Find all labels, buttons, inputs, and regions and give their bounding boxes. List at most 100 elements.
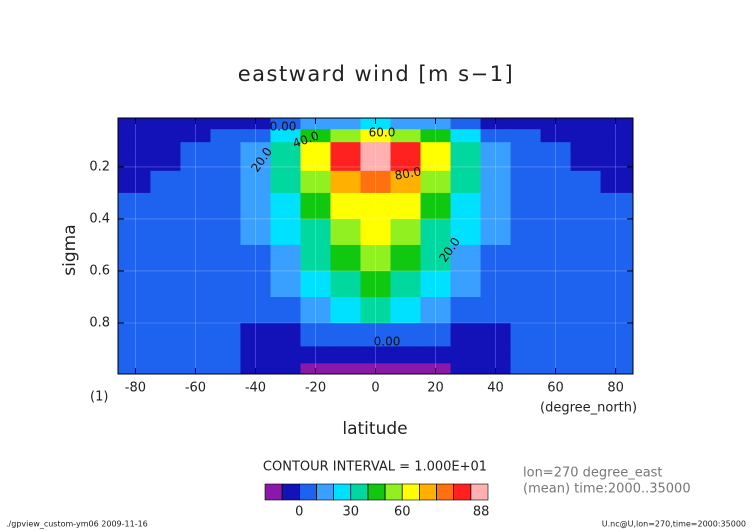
field-cell	[540, 155, 571, 172]
field-cell	[210, 170, 241, 194]
colorbar-tick-label: 60	[394, 505, 411, 520]
field-cell	[510, 129, 541, 143]
field-cell	[600, 218, 634, 246]
field-cell	[450, 118, 481, 130]
field-cell	[180, 244, 211, 272]
field-cell	[540, 192, 571, 220]
field-cell	[300, 270, 331, 298]
field-cell	[540, 270, 571, 298]
field-cell	[360, 244, 391, 272]
field-cell	[118, 323, 151, 347]
field-cell	[240, 346, 271, 364]
field-cell	[450, 323, 481, 347]
field-cell	[240, 218, 271, 246]
x-tick-label: -80	[125, 381, 146, 396]
field-cell	[480, 142, 511, 156]
field-cell	[270, 192, 301, 220]
field-cell	[450, 270, 481, 298]
field-cell	[570, 192, 601, 220]
field-cell	[118, 218, 151, 246]
field-cell	[480, 218, 511, 246]
field-cell	[240, 142, 271, 156]
field-cell	[270, 170, 301, 194]
field-cell	[330, 363, 361, 375]
field-cell	[330, 192, 361, 220]
field-cell	[480, 323, 511, 347]
field-cell	[330, 296, 361, 324]
field-cell	[210, 270, 241, 298]
field-cell	[300, 346, 331, 364]
colorbar-box	[333, 483, 352, 501]
field-cell	[600, 244, 634, 272]
field-cell	[240, 270, 271, 298]
field-cell	[210, 244, 241, 272]
field-cell	[330, 218, 361, 246]
field-cell	[330, 244, 361, 272]
field-cell	[600, 129, 634, 143]
field-cell	[480, 244, 511, 272]
field-cell	[150, 346, 181, 364]
field-cell	[600, 155, 634, 172]
field-cell	[270, 155, 301, 172]
colorbar-tick-label: 88	[473, 505, 490, 520]
field-cell	[150, 244, 181, 272]
field-cell	[330, 170, 361, 194]
field-cell	[480, 346, 511, 364]
field-cell	[600, 192, 634, 220]
field-cell	[210, 129, 241, 143]
field-cell	[330, 270, 361, 298]
field-cell	[450, 129, 481, 143]
field-cell	[420, 142, 451, 156]
field-cell	[540, 323, 571, 347]
field-cell	[570, 296, 601, 324]
colorbar-tick-label: 0	[295, 505, 303, 520]
field-cell	[270, 323, 301, 347]
field-cell	[600, 363, 634, 375]
field-cell	[118, 270, 151, 298]
field-cell	[180, 155, 211, 172]
field-cell	[570, 363, 601, 375]
field-cell	[150, 363, 181, 375]
field-cell	[450, 244, 481, 272]
field-cell	[270, 244, 301, 272]
field-cell	[210, 192, 241, 220]
field-cell	[450, 296, 481, 324]
info-line: lon=270 degree_east	[523, 466, 663, 481]
field-cell	[390, 155, 421, 172]
field-cell	[420, 244, 451, 272]
field-cell	[240, 323, 271, 347]
x-unit: (degree_north)	[540, 401, 637, 416]
field-cell	[480, 170, 511, 194]
field-cell	[600, 346, 634, 364]
field-cell	[118, 296, 151, 324]
field-cell	[330, 346, 361, 364]
field-cell	[240, 155, 271, 172]
field-cell	[540, 129, 571, 143]
field-cell	[330, 323, 361, 347]
field-cell	[210, 118, 241, 130]
field-cell	[150, 296, 181, 324]
field-cell	[180, 192, 211, 220]
field-cell	[118, 155, 151, 172]
field-cell	[540, 244, 571, 272]
field-cell	[390, 270, 421, 298]
field-cell	[510, 244, 541, 272]
y-tick-label: 0.8	[89, 316, 110, 331]
field-cell	[510, 218, 541, 246]
field-cell	[450, 155, 481, 172]
field-cell	[600, 296, 634, 324]
field-cell	[510, 192, 541, 220]
field-cell	[270, 218, 301, 246]
field-cell	[540, 346, 571, 364]
field-cell	[450, 170, 481, 194]
x-tick-label: 80	[607, 381, 624, 396]
colorbar-box	[453, 483, 472, 501]
field-cell	[390, 346, 421, 364]
field-cell	[210, 218, 241, 246]
field-cell	[300, 129, 331, 143]
field-cell	[300, 323, 331, 347]
field-cell	[150, 155, 181, 172]
x-tick-label: -40	[245, 381, 266, 396]
colorbar-box	[350, 483, 369, 501]
field-cell	[270, 270, 301, 298]
